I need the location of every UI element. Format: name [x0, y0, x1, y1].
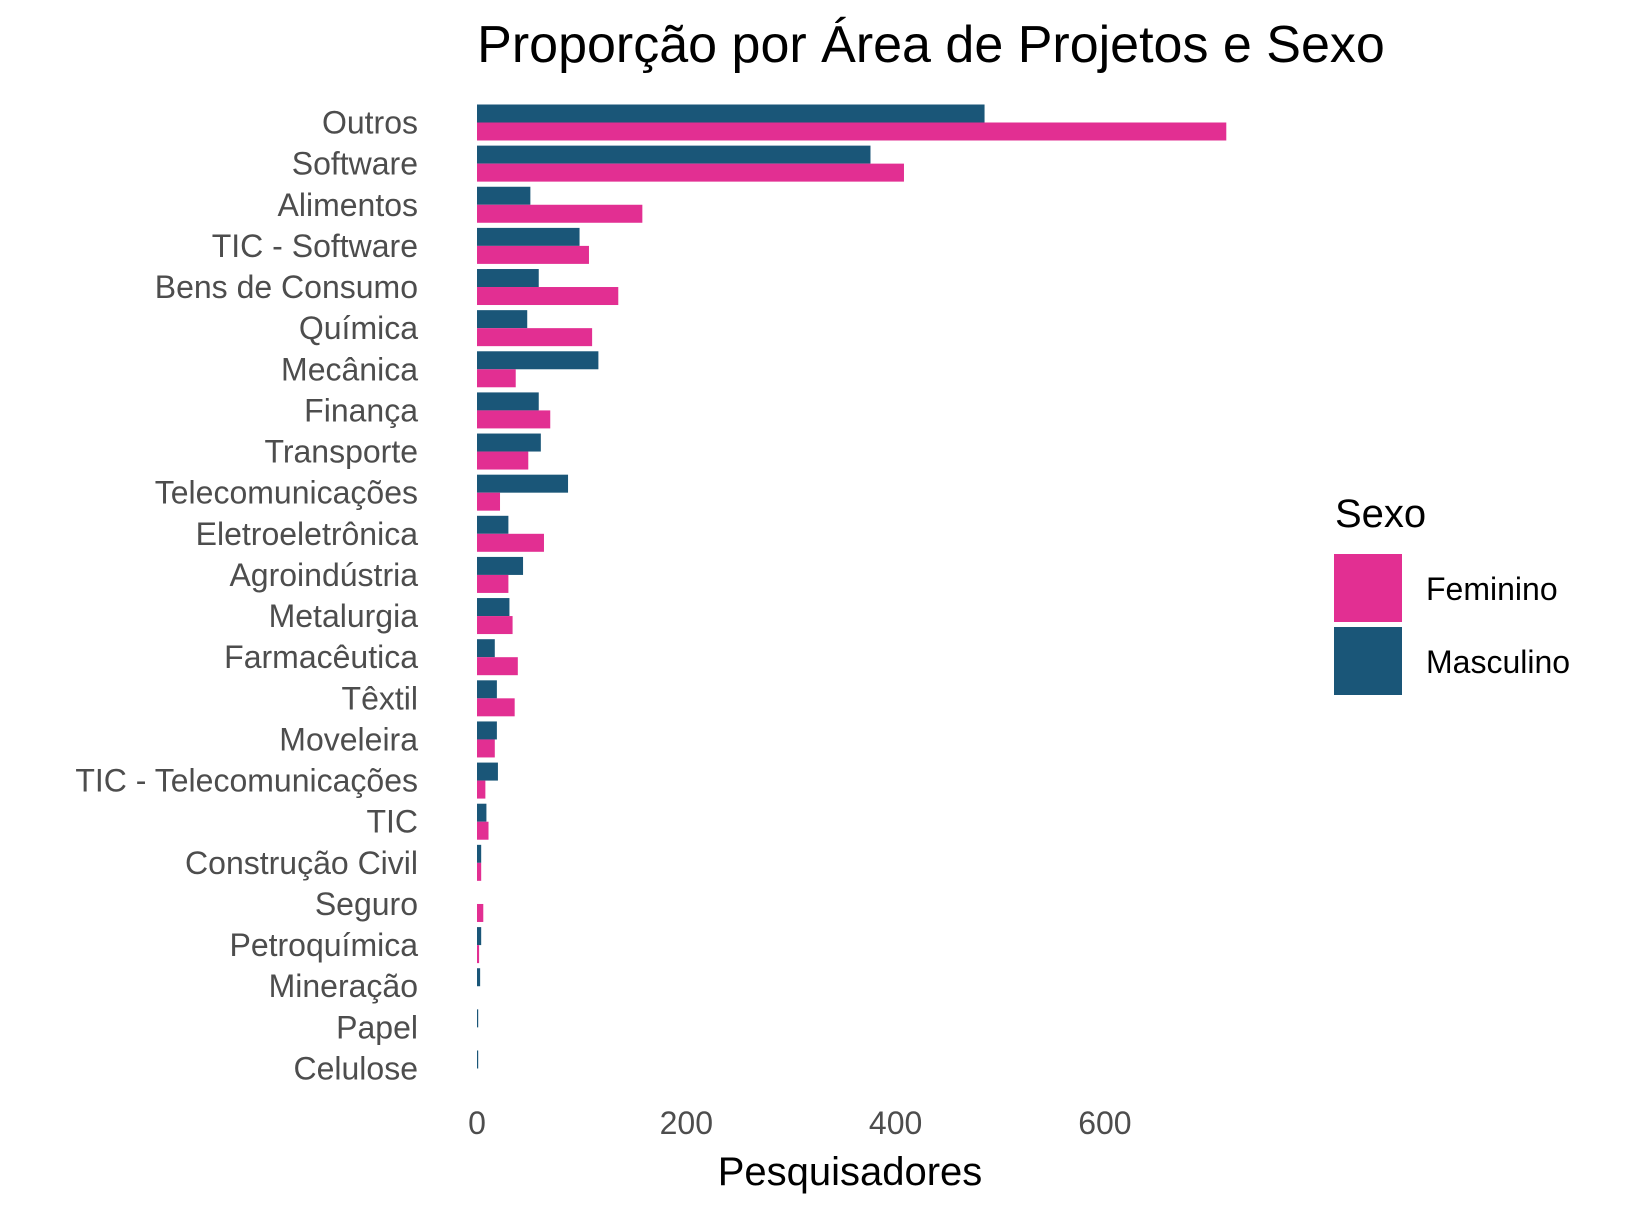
bar-masculino-tic-telecomunicacoes — [477, 762, 498, 781]
category-label-mecanica: Mecânica — [281, 351, 418, 387]
legend-label-masculino: Masculino — [1426, 644, 1570, 680]
bar-masculino-quimica — [477, 310, 528, 329]
category-label-celulose: Celulose — [293, 1050, 418, 1086]
bar-feminino-textil — [477, 698, 515, 717]
bar-masculino-software — [477, 145, 871, 164]
category-label-quimica: Química — [299, 310, 418, 346]
bar-masculino-agroindustria — [477, 556, 524, 575]
bar-masculino-metalurgia — [477, 598, 510, 617]
bar-masculino-tic-software — [477, 227, 580, 246]
bar-feminino-software — [477, 163, 904, 182]
category-label-transporte: Transporte — [264, 434, 418, 470]
legend-swatch-masculino — [1334, 627, 1402, 695]
bar-feminino-outros — [477, 122, 1227, 141]
category-label-telecomunicacoes: Telecomunicações — [155, 475, 418, 511]
bars — [477, 104, 1227, 1069]
x-axis-ticks: 0 200 400 600 — [468, 1105, 1131, 1141]
category-label-outros: Outros — [322, 105, 418, 141]
category-label-mineracao: Mineração — [269, 968, 418, 1004]
category-label-tic-telecomunicacoes: TIC - Telecomunicações — [75, 763, 418, 799]
category-label-software: Software — [292, 146, 418, 182]
legend: Sexo Feminino Masculino — [1334, 492, 1570, 695]
category-label-alimentos: Alimentos — [278, 187, 419, 223]
bar-feminino-eletroeletronica — [477, 533, 544, 552]
x-tick-label-0: 0 — [468, 1105, 486, 1141]
bar-feminino-telecomunicacoes — [477, 492, 501, 511]
bar-masculino-farmaceutica — [477, 639, 495, 658]
bar-feminino-agroindustria — [477, 574, 509, 593]
category-label-tic: TIC — [366, 804, 418, 840]
legend-label-feminino: Feminino — [1426, 571, 1558, 607]
bar-feminino-bens-de-consumo — [477, 287, 619, 306]
x-tick-label-600: 600 — [1078, 1105, 1131, 1141]
bar-masculino-financa — [477, 392, 539, 411]
bar-feminino-construcao-civil — [477, 862, 482, 881]
bar-masculino-outros — [477, 104, 985, 123]
bar-feminino-seguro — [477, 903, 484, 922]
bar-feminino-financa — [477, 410, 551, 429]
chart-title: Proporção por Área de Projetos e Sexo — [477, 16, 1385, 74]
bar-masculino-eletroeletronica — [477, 515, 509, 534]
bar-feminino-transporte — [477, 451, 529, 470]
bar-feminino-quimica — [477, 328, 593, 347]
bar-feminino-mecanica — [477, 369, 516, 388]
category-label-moveleira: Moveleira — [279, 721, 418, 757]
bar-feminino-metalurgia — [477, 616, 513, 635]
category-label-agroindustria: Agroindústria — [229, 557, 418, 593]
bar-masculino-mecanica — [477, 351, 599, 370]
category-label-seguro: Seguro — [315, 886, 418, 922]
category-label-eletroeletronica: Eletroeletrônica — [196, 516, 419, 552]
bar-feminino-moveleira — [477, 739, 495, 758]
bar-masculino-tic — [477, 803, 487, 822]
category-label-tic-software: TIC - Software — [212, 228, 418, 264]
category-label-construcao-civil: Construção Civil — [185, 845, 418, 881]
bar-masculino-bens-de-consumo — [477, 269, 539, 288]
bar-feminino-tic-telecomunicacoes — [477, 780, 486, 799]
category-label-bens-de-consumo: Bens de Consumo — [155, 269, 418, 305]
bar-masculino-alimentos — [477, 186, 531, 205]
bar-masculino-construcao-civil — [477, 844, 482, 863]
bar-feminino-farmaceutica — [477, 657, 518, 676]
category-label-metalurgia: Metalurgia — [269, 598, 419, 634]
category-label-farmaceutica: Farmacêutica — [224, 639, 418, 675]
x-tick-label-400: 400 — [869, 1105, 922, 1141]
x-tick-label-200: 200 — [660, 1105, 713, 1141]
bar-feminino-tic-software — [477, 245, 589, 264]
bar-masculino-mineracao — [477, 968, 481, 987]
bar-masculino-telecomunicacoes — [477, 474, 569, 493]
legend-swatch-feminino — [1334, 554, 1402, 622]
x-axis-title: Pesquisadores — [718, 1150, 983, 1194]
legend-title: Sexo — [1335, 492, 1426, 536]
bar-masculino-moveleira — [477, 721, 497, 740]
category-label-textil: Têxtil — [342, 680, 418, 716]
bar-masculino-papel — [477, 1009, 479, 1028]
bar-masculino-transporte — [477, 433, 541, 452]
bar-masculino-petroquimica — [477, 927, 482, 946]
bar-feminino-alimentos — [477, 204, 643, 223]
bar-masculino-textil — [477, 680, 497, 699]
bar-masculino-celulose — [477, 1050, 479, 1069]
category-label-financa: Finança — [304, 392, 418, 428]
category-labels: Outros Software Alimentos TIC - Software Ben… — [75, 105, 418, 1087]
bar-feminino-tic — [477, 821, 489, 840]
category-label-papel: Papel — [336, 1009, 418, 1045]
bar-feminino-petroquimica — [477, 945, 480, 964]
category-label-petroquimica: Petroquímica — [229, 927, 418, 963]
